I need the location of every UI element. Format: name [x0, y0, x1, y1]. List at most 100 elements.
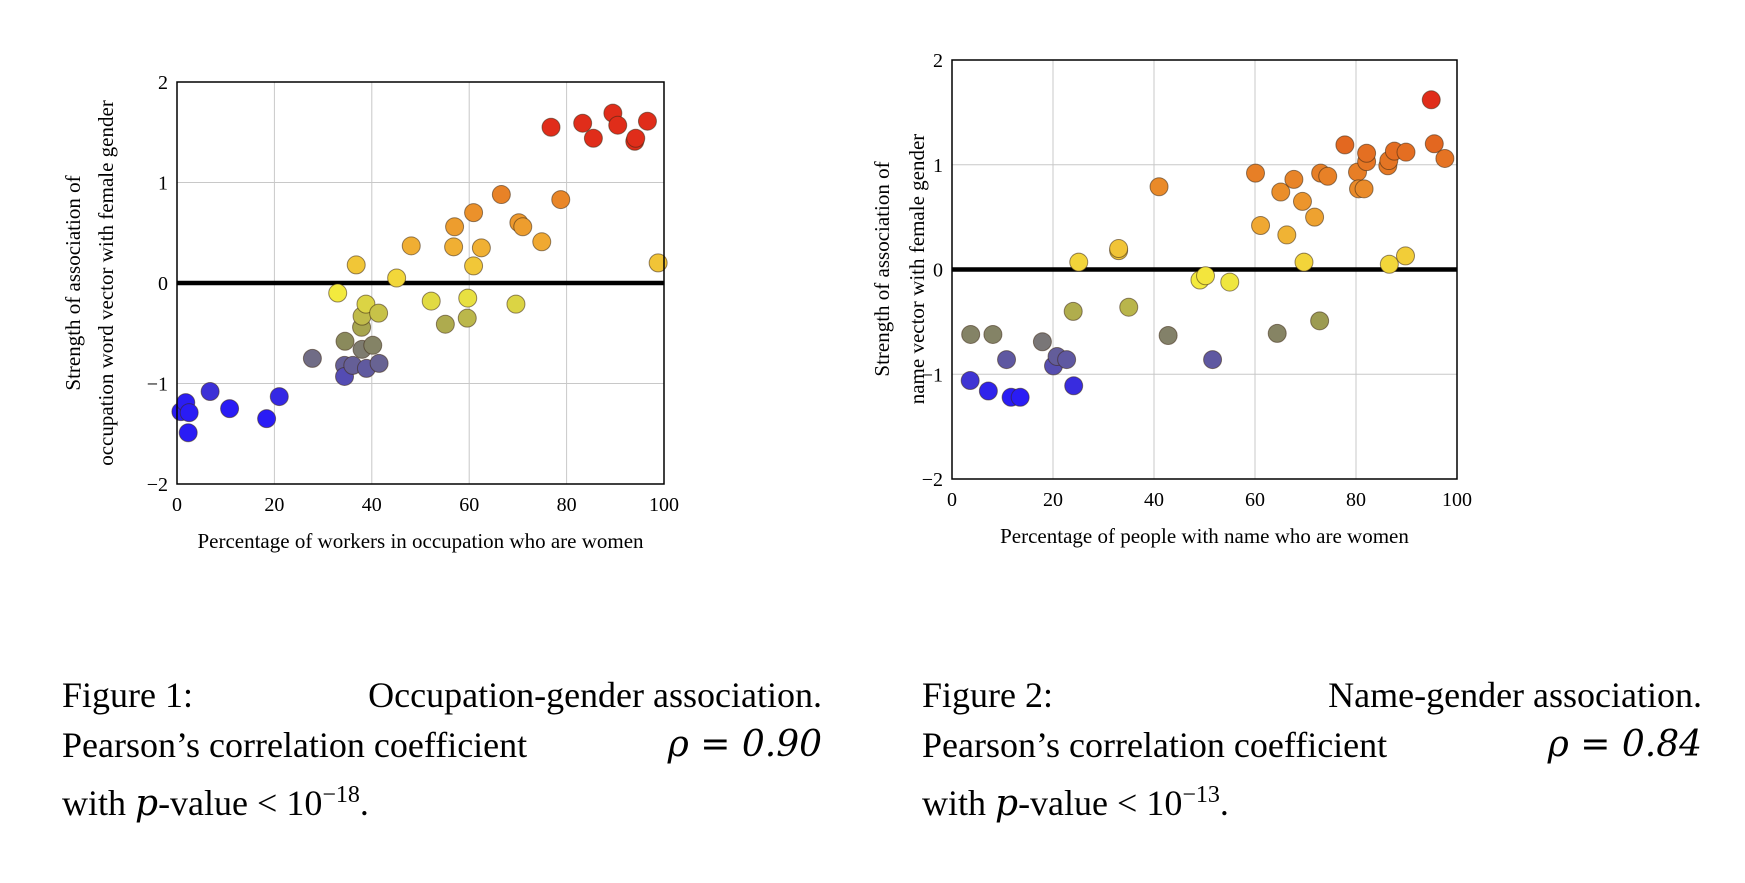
data-point: [1064, 376, 1084, 396]
data-points: [960, 90, 1455, 407]
data-point: [1305, 207, 1325, 227]
data-point: [1010, 387, 1030, 407]
y-tick-label: −2: [922, 469, 943, 491]
data-point: [1379, 254, 1399, 274]
data-point: [1424, 134, 1444, 154]
x-axis-label: Percentage of workers in occupation who …: [197, 529, 644, 553]
caption-base: 10: [286, 783, 323, 823]
caption-pvalue: -value <: [158, 783, 278, 823]
data-point: [369, 353, 389, 373]
data-point: [1069, 252, 1089, 272]
y-axis-label-line: name vector with female gender: [905, 134, 929, 405]
caption-exp: −18: [322, 782, 360, 808]
caption-p: p: [995, 783, 1019, 824]
y-axis-label-line: Strength of association of: [61, 175, 85, 390]
x-tick-label: 80: [1346, 489, 1366, 511]
data-point: [435, 314, 455, 334]
data-point: [269, 387, 289, 407]
data-point: [1292, 191, 1312, 211]
data-point: [648, 253, 668, 273]
data-point: [302, 348, 322, 368]
data-point: [1063, 301, 1083, 321]
data-point: [471, 238, 491, 258]
data-point: [1318, 166, 1338, 186]
y-tick-label: 2: [933, 50, 943, 72]
data-point: [583, 128, 603, 148]
data-point: [573, 113, 593, 133]
data-point: [328, 283, 348, 303]
data-point: [1057, 350, 1077, 370]
data-point: [1251, 216, 1271, 236]
y-tick-label: 0: [933, 260, 943, 282]
data-point: [1294, 252, 1314, 272]
data-point: [220, 399, 240, 419]
x-tick-label: 20: [1043, 489, 1063, 511]
data-point: [1395, 246, 1415, 266]
y-axis-label-line: Strength of association of: [870, 161, 894, 376]
caption-with: with: [62, 783, 127, 823]
data-point: [464, 203, 484, 223]
x-tick-label: 40: [362, 494, 382, 516]
data-point: [1421, 90, 1441, 110]
data-point: [1267, 323, 1287, 343]
data-point: [1310, 311, 1330, 331]
data-point: [387, 268, 407, 288]
y-tick-label: 2: [158, 72, 168, 94]
y-axis-label: Strength of association of occupation wor…: [61, 100, 118, 466]
y-axis-label-line: occupation word vector with female gende…: [94, 100, 118, 466]
y-tick-label: −1: [147, 374, 168, 396]
data-point: [532, 232, 552, 252]
data-point: [983, 324, 1003, 344]
caption-title: Occupation-gender association.: [368, 675, 822, 715]
data-point: [1220, 272, 1240, 292]
data-point: [179, 403, 199, 423]
figure-1: 0 20 40 60 80 100 −2 −1 0 1 2 Percentage of workers…: [0, 0, 860, 883]
x-tick-label: 20: [264, 494, 284, 516]
y-tick-label: 1: [158, 173, 168, 195]
data-point: [1277, 225, 1297, 245]
data-point: [637, 111, 657, 131]
data-point: [335, 331, 355, 351]
data-point: [513, 217, 533, 237]
plot-frame: [176, 81, 665, 485]
data-point: [1109, 239, 1129, 259]
data-point: [1203, 350, 1223, 370]
figure-2-caption: Figure 2: Name-gender association. Pears…: [922, 670, 1702, 829]
caption-end: .: [359, 783, 369, 823]
data-point: [1335, 135, 1355, 155]
caption-rho: ρ = 0.84: [1547, 724, 1702, 765]
data-point: [978, 381, 998, 401]
y-tick-label: −1: [922, 364, 943, 386]
data-point: [464, 256, 484, 276]
data-point: [1158, 325, 1178, 345]
data-point: [506, 294, 526, 314]
data-point: [1396, 142, 1416, 162]
y-axis-label: Strength of association of name vector wi…: [870, 134, 929, 405]
caption-pvalue: -value <: [1018, 783, 1138, 823]
caption-line-2: Pearson’s correlation coefficient: [62, 725, 528, 765]
data-point: [346, 255, 366, 275]
data-point: [1271, 182, 1291, 202]
caption-label: Figure 1:: [62, 675, 193, 715]
data-point: [200, 382, 220, 402]
caption-label: Figure 2:: [922, 675, 1053, 715]
figure-2: 0 20 40 60 80 100 −2 −1 0 1 2 Percentage of people …: [860, 0, 1745, 883]
scatter-chart-1: 0 20 40 60 80 100 −2 −1 0 1 2 Percentage of workers…: [61, 72, 679, 553]
x-tick-label: 100: [1442, 489, 1472, 511]
caption-with: with: [922, 783, 987, 823]
x-axis-label: Percentage of people with name who are w…: [1000, 524, 1409, 548]
plot-frame: [951, 59, 1458, 480]
data-point: [961, 324, 981, 344]
data-point: [1246, 163, 1266, 183]
data-point: [960, 371, 980, 391]
caption-rho: ρ = 0.90: [667, 724, 822, 765]
x-tick-label: 60: [1245, 489, 1265, 511]
x-tick-label: 0: [172, 494, 182, 516]
data-point: [369, 303, 389, 323]
x-tick-label: 80: [557, 494, 577, 516]
data-point: [458, 288, 478, 308]
caption-exp: −13: [1182, 782, 1220, 808]
y-tick-label: −2: [147, 474, 168, 496]
y-tick-label: 0: [158, 273, 168, 295]
data-point: [445, 217, 465, 237]
